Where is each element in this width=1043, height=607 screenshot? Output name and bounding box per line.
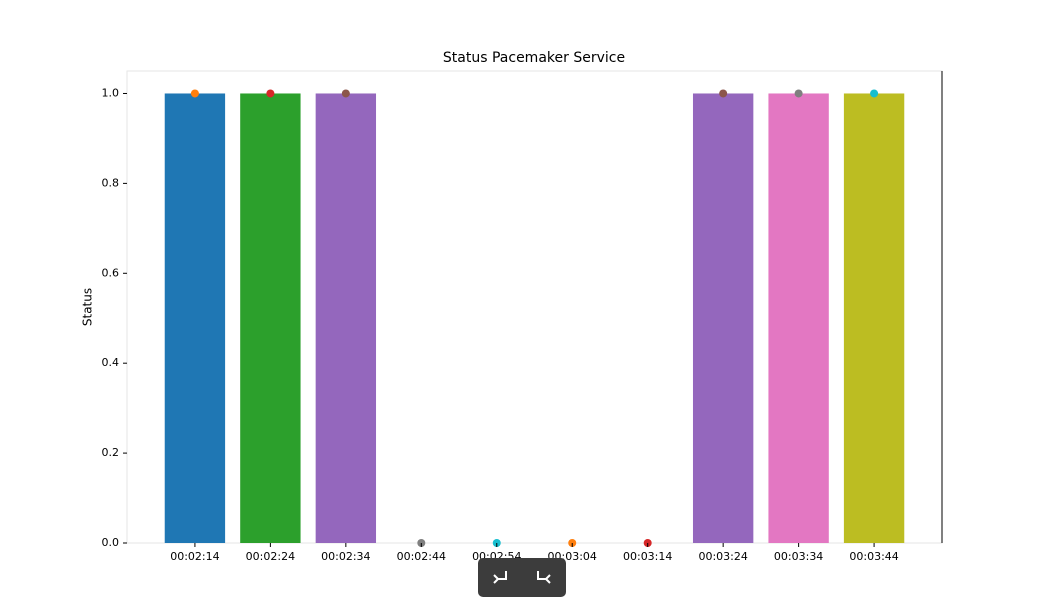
bar [692, 93, 754, 543]
point [719, 89, 728, 98]
point [794, 89, 803, 98]
x-tick-label: 00:02:44 [397, 550, 446, 563]
redo-button[interactable] [537, 571, 551, 584]
y-tick-label: 0.4 [102, 356, 120, 369]
bar [768, 93, 829, 543]
bar [843, 93, 905, 543]
y-tick-label: 0.2 [102, 446, 120, 459]
y-axis-label: Status [81, 288, 95, 326]
bar [240, 93, 301, 543]
x-tick-label: 00:03:14 [623, 550, 672, 563]
chart-title: Status Pacemaker Service [443, 50, 625, 66]
y-tick-label: 0.0 [102, 536, 120, 549]
y-tick-label: 0.8 [102, 176, 120, 189]
bar [164, 93, 226, 543]
x-tick-label: 00:03:34 [774, 550, 823, 563]
x-tick-label: 00:02:14 [170, 550, 219, 563]
undo-button[interactable] [493, 571, 507, 584]
x-tick-label: 00:02:34 [321, 550, 370, 563]
point [266, 89, 275, 98]
y-tick-label: 1.0 [102, 86, 120, 99]
point [190, 89, 199, 98]
x-tick-label: 00:03:24 [698, 550, 747, 563]
toolbar-bg [478, 558, 566, 597]
toolbar [478, 558, 566, 597]
plot-area: 0.0 0.2 0.4 0.6 0.8 1.0 00:02:14 00:02:24 00:02:… [102, 86, 905, 563]
bar [315, 93, 377, 543]
x-tick-label: 00:03:44 [849, 550, 898, 563]
point [870, 89, 879, 98]
point [341, 89, 350, 98]
x-tick-label: 00:02:24 [246, 550, 295, 563]
y-tick-label: 0.6 [102, 266, 120, 279]
